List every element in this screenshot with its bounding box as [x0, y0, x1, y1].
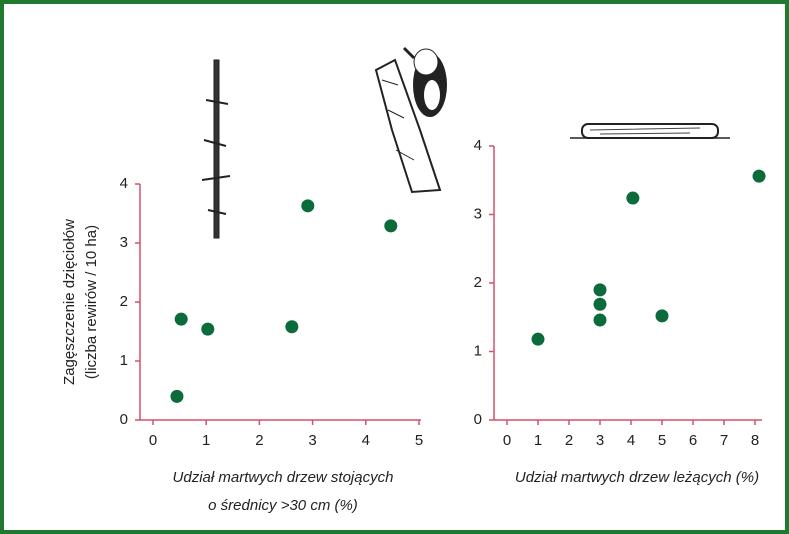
- x-tick-label: 6: [689, 432, 697, 449]
- y-tick-label: 0: [120, 411, 128, 428]
- y-tick-label: 4: [120, 175, 128, 192]
- x-tick-label: 5: [658, 432, 666, 449]
- y-tick-label: 3: [120, 234, 128, 251]
- y-tick-label: 1: [474, 342, 482, 359]
- point: [594, 313, 607, 326]
- point: [175, 313, 188, 326]
- x-tick-label: 7: [720, 432, 728, 449]
- x-tick-label: 4: [627, 432, 635, 449]
- point: [594, 283, 607, 296]
- point: [201, 323, 214, 336]
- x-tick-label: 3: [596, 432, 604, 449]
- figure: 0 1 2 3 4 0 1 2 3 4 5 Udział martwych drzew stojący…: [0, 0, 789, 534]
- x-tick-label: 0: [503, 432, 511, 449]
- y-tick-label: 2: [120, 293, 128, 310]
- point: [626, 192, 639, 205]
- y-tick-label: 1: [120, 352, 128, 369]
- point: [301, 199, 314, 212]
- x-axis-label: Udział martwych drzew leżących (%): [515, 469, 759, 486]
- x-tick-label: 4: [362, 432, 370, 449]
- y-tick-label: 2: [474, 274, 482, 291]
- point: [532, 333, 545, 346]
- point: [170, 390, 183, 403]
- y-axis-label: (liczba rewirów / 10 ha): [83, 225, 100, 379]
- y-axis-label: Zagęszczenie dzięciołów: [61, 219, 78, 385]
- x-tick-label: 1: [534, 432, 542, 449]
- y-tick-label: 0: [474, 411, 482, 428]
- point: [753, 170, 766, 183]
- log-illustration: [570, 124, 730, 138]
- y-tick-label: 3: [474, 205, 482, 222]
- point: [594, 298, 607, 311]
- x-tick-label: 1: [202, 432, 210, 449]
- point: [285, 320, 298, 333]
- x-tick-label: 3: [308, 432, 316, 449]
- point: [656, 309, 669, 322]
- x-tick-label: 2: [255, 432, 263, 449]
- x-tick-label: 2: [565, 432, 573, 449]
- y-tick-label: 4: [474, 137, 482, 154]
- x-tick-label: 5: [415, 432, 423, 449]
- x-tick-label: 0: [149, 432, 157, 449]
- x-tick-label: 8: [751, 432, 759, 449]
- x-axis-label: Udział martwych drzew stojących: [173, 469, 394, 486]
- point: [384, 219, 397, 232]
- x-axis-label: o średnicy >30 cm (%): [208, 497, 358, 514]
